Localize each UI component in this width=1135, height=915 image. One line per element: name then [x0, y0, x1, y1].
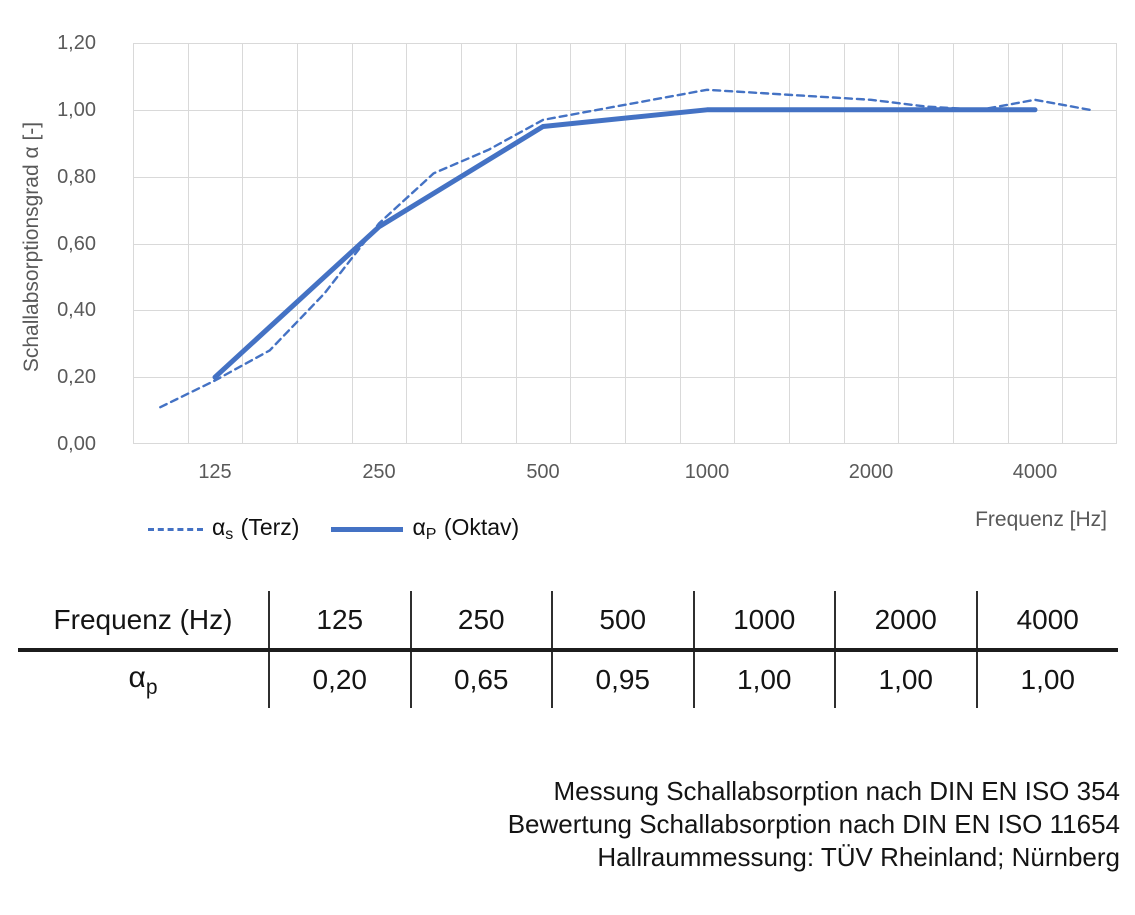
table-frequency-cell: 2000	[834, 591, 977, 652]
x-tick-label: 1000	[684, 461, 730, 483]
measurement-footnotes: Messung Schallabsorption nach DIN EN ISO…	[508, 775, 1120, 874]
absorption-value-table: Frequenz (Hz) 125 250 500 1000 2000 4000 αp 0,20…	[18, 591, 1118, 708]
y-tick-label: 0,40	[57, 299, 96, 322]
table-value-cell: 1,00	[975, 650, 1118, 708]
footnote-line: Hallraummessung: TÜV Rheinland; Nürnberg	[597, 842, 1120, 872]
legend-terz-suffix: (Terz)	[234, 514, 300, 540]
legend-label-terz: αs (Terz)	[212, 514, 299, 544]
legend-oktav-suffix: (Oktav)	[437, 514, 520, 540]
legend-oktav-symbol: α	[412, 514, 426, 540]
series-dashed-line	[159, 88, 1091, 409]
y-tick-label: 0,60	[57, 232, 96, 255]
table-frequency-cell: 125	[268, 591, 411, 652]
series-solid-line	[212, 107, 1038, 380]
legend-item-oktav: αP (Oktav)	[331, 514, 519, 544]
legend-oktav-subscript: P	[425, 526, 437, 543]
solid-line-swatch	[331, 526, 404, 532]
x-tick-label: 2000	[848, 461, 894, 483]
alpha-symbol: α	[128, 660, 146, 694]
y-tick-label: 1,00	[57, 98, 96, 121]
table-row-label-alpha-p: αp	[18, 650, 269, 708]
line-chart-plot-area	[133, 43, 1117, 444]
table-header-label: Frequenz (Hz)	[18, 591, 269, 652]
alpha-subscript: p	[145, 675, 158, 699]
legend-label-oktav: αP (Oktav)	[412, 514, 519, 544]
table-frequency-cell: 500	[551, 591, 694, 652]
y-tick-label: 0,20	[57, 366, 96, 389]
y-tick-label: 0,00	[57, 433, 96, 455]
x-tick-label: 125	[198, 461, 232, 483]
table-value-cell: 1,00	[692, 650, 835, 708]
legend-item-terz: αs (Terz)	[148, 514, 299, 544]
table-frequency-cell: 250	[409, 591, 552, 652]
footnote-line: Bewertung Schallabsorption nach DIN EN I…	[507, 809, 1120, 839]
gridlines	[133, 43, 1117, 444]
footnote-line: Messung Schallabsorption nach DIN EN ISO…	[553, 776, 1120, 806]
x-tick-label: 250	[362, 461, 396, 483]
table-value-cell: 0,65	[409, 650, 552, 708]
x-tick-label: 4000	[1012, 461, 1058, 483]
x-tick-label: 500	[526, 461, 560, 483]
y-tick-label: 0,80	[57, 165, 96, 188]
legend-terz-subscript: s	[225, 526, 234, 543]
legend-terz-symbol: α	[212, 514, 226, 540]
chart-legend: αs (Terz) αP (Oktav)	[148, 514, 519, 544]
table-value-cell: 1,00	[834, 650, 977, 708]
table-frequency-cell: 4000	[975, 591, 1118, 652]
x-axis-title: Frequenz [Hz]	[975, 508, 1107, 531]
dashed-line-swatch	[148, 527, 203, 531]
table-value-cell: 0,95	[551, 650, 694, 708]
y-tick-label: 1,20	[57, 32, 96, 54]
table-frequency-cell: 1000	[692, 591, 835, 652]
table-value-cell: 0,20	[268, 650, 411, 708]
